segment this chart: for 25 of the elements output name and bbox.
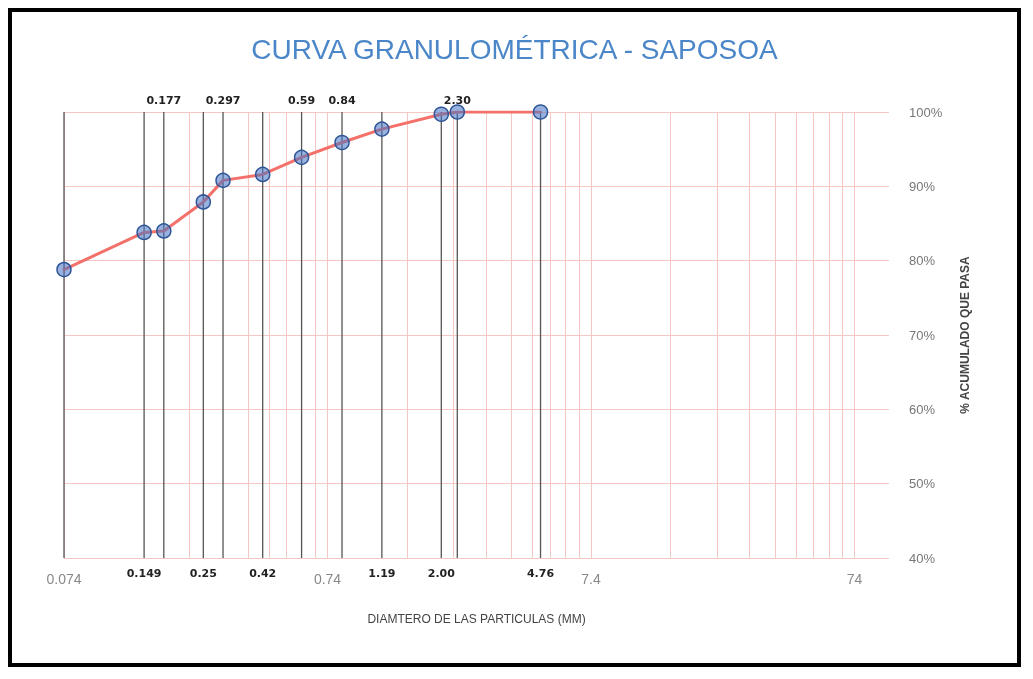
x-tick-label: 0.074	[46, 571, 82, 587]
y-tick-label: 100%	[909, 104, 943, 120]
ref-line-label: 0.149	[126, 567, 162, 580]
x-tick-label: 74	[846, 571, 863, 587]
ref-line-label: 0.25	[189, 567, 217, 580]
x-tick-label: 7.4	[581, 571, 601, 587]
y-tick-label: 40%	[909, 550, 936, 566]
ref-line-label: 0.297	[205, 94, 241, 107]
ref-line-label: 4.76	[526, 567, 555, 580]
ref-line-label: 2.30	[443, 94, 472, 107]
chart-title: CURVA GRANULOMÉTRICA - SAPOSOA	[251, 33, 779, 65]
ref-line-label: 0.177	[146, 94, 182, 107]
y-tick-label: 90%	[909, 178, 936, 194]
x-tick-label: 0.74	[313, 571, 342, 587]
y-tick-label: 80%	[909, 253, 936, 269]
y-tick-label: 60%	[909, 401, 936, 417]
ref-line-label: 0.59	[288, 94, 316, 107]
y-tick-label: 70%	[909, 327, 936, 343]
y-tick-label: 50%	[909, 476, 936, 492]
ref-line-label: 2.00	[427, 567, 456, 580]
ref-line-label: 1.19	[368, 567, 396, 580]
ref-line-label: 0.42	[249, 567, 277, 580]
ref-line-label: 0.84	[328, 94, 356, 107]
x-axis-title: DIAMTERO DE LAS PARTICULAS (MM)	[367, 612, 586, 626]
y-axis-title: % ACUMULADO QUE PASA	[958, 256, 972, 414]
